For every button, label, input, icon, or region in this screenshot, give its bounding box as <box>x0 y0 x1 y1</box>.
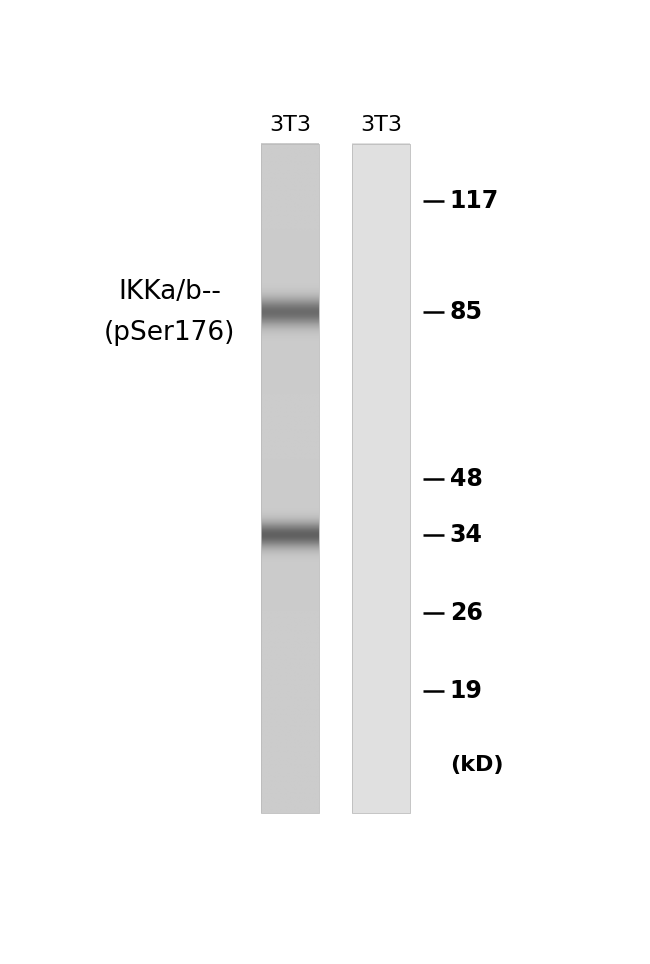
Text: IKKa/b--: IKKa/b-- <box>118 279 221 305</box>
Text: (pSer176): (pSer176) <box>104 320 235 346</box>
Text: 26: 26 <box>450 601 482 625</box>
Bar <box>261 144 319 814</box>
Text: 3T3: 3T3 <box>269 115 311 135</box>
Text: 117: 117 <box>450 189 499 213</box>
Text: 19: 19 <box>450 679 482 703</box>
Text: 85: 85 <box>450 301 483 324</box>
Text: 34: 34 <box>450 523 482 547</box>
Bar <box>352 144 410 814</box>
Text: 48: 48 <box>450 468 482 492</box>
Text: 3T3: 3T3 <box>360 115 402 135</box>
Text: (kD): (kD) <box>450 755 503 775</box>
